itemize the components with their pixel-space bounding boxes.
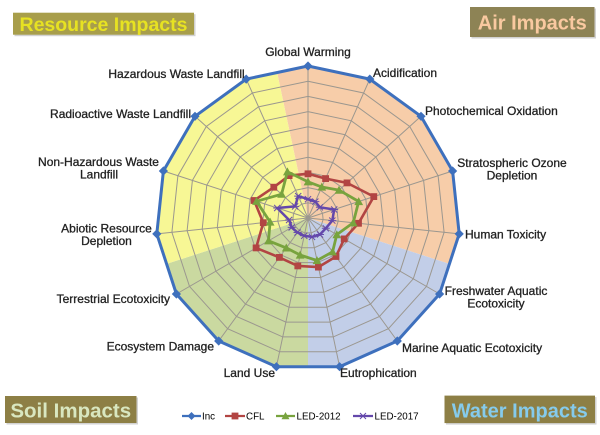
svg-text:Inc: Inc — [202, 411, 215, 422]
svg-text:Radioactive Waste Landfill: Radioactive Waste Landfill — [50, 107, 191, 121]
svg-text:Ecosystem Damage: Ecosystem Damage — [107, 340, 215, 354]
svg-text:LED-2017: LED-2017 — [375, 411, 419, 422]
svg-text:Soil Impacts: Soil Impacts — [10, 400, 131, 423]
svg-text:Resource Impacts: Resource Impacts — [20, 14, 188, 36]
svg-text:Marine Aquatic Ecotoxicity: Marine Aquatic Ecotoxicity — [402, 341, 542, 355]
svg-text:Freshwater Aquatic: Freshwater Aquatic — [445, 284, 548, 298]
svg-text:Human Toxicity: Human Toxicity — [465, 228, 546, 242]
svg-text:Global Warming: Global Warming — [265, 45, 351, 59]
svg-text:LED-2012: LED-2012 — [297, 411, 341, 422]
svg-text:Ecotoxicity: Ecotoxicity — [467, 297, 524, 311]
svg-text:Abiotic Resource: Abiotic Resource — [61, 222, 152, 236]
svg-text:Landfill: Landfill — [80, 168, 118, 182]
svg-text:Hazardous Waste Landfill: Hazardous Waste Landfill — [108, 67, 244, 81]
svg-text:Depletion: Depletion — [81, 234, 132, 248]
svg-text:Photochemical Oxidation: Photochemical Oxidation — [425, 104, 558, 118]
svg-text:Air Impacts: Air Impacts — [478, 13, 587, 35]
svg-text:CFL: CFL — [246, 411, 265, 422]
svg-text:Eutrophication: Eutrophication — [340, 366, 417, 380]
svg-text:Non-Hazardous Waste: Non-Hazardous Waste — [38, 155, 159, 169]
svg-text:Land Use: Land Use — [224, 366, 276, 380]
svg-text:Water Impacts: Water Impacts — [452, 400, 588, 422]
svg-text:Acidification: Acidification — [373, 66, 437, 80]
svg-text:Depletion: Depletion — [487, 169, 538, 183]
svg-text:Stratospheric Ozone: Stratospheric Ozone — [457, 156, 567, 170]
svg-text:Terrestrial Ecotoxicity: Terrestrial Ecotoxicity — [57, 292, 170, 306]
